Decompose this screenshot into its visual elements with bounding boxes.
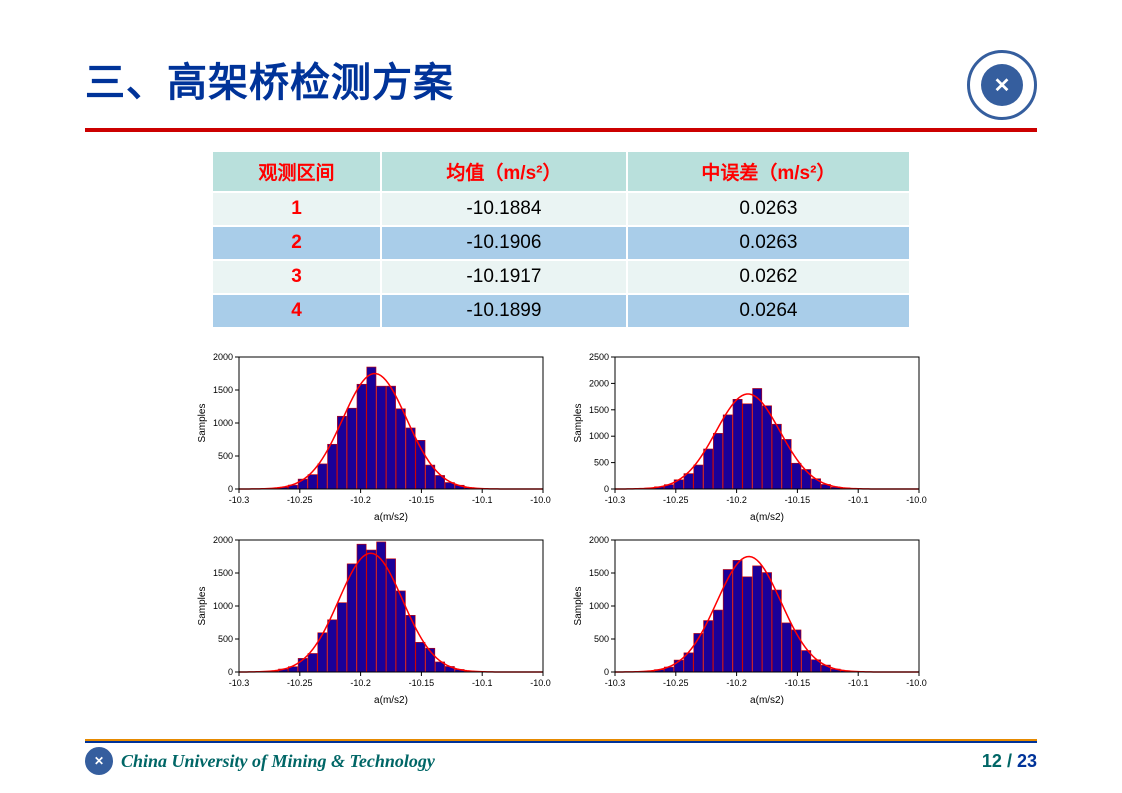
table-header-row: 观测区间 均值（m/s²） 中误差（m/s²）	[212, 151, 910, 192]
title-underline	[85, 128, 1037, 132]
histogram-chart: -10.3 -10.25 -10.2 -10.15 -10.1 -10.05 0 500 100…	[567, 349, 927, 524]
svg-text:500: 500	[218, 451, 233, 461]
svg-text:a(m/s2): a(m/s2)	[374, 695, 408, 706]
footer-university-name: China University of Mining & Technology	[121, 751, 435, 772]
svg-text:-10.3: -10.3	[605, 495, 626, 505]
table-row: 3-10.19170.0262	[212, 260, 910, 294]
svg-text:-10.15: -10.15	[785, 678, 811, 688]
svg-text:500: 500	[594, 458, 609, 468]
th-mean: 均值（m/s²）	[381, 151, 627, 192]
svg-text:-10.1: -10.1	[472, 678, 493, 688]
page-number: 12 / 23	[982, 751, 1037, 772]
histogram-chart: -10.3 -10.25 -10.2 -10.15 -10.1 -10.05 0 500 100…	[191, 532, 551, 707]
svg-text:2000: 2000	[213, 352, 233, 362]
svg-text:1000: 1000	[213, 601, 233, 611]
table-row: 2-10.19060.0263	[212, 226, 910, 260]
svg-text:-10.15: -10.15	[409, 678, 435, 688]
th-interval: 观测区间	[212, 151, 381, 192]
svg-text:500: 500	[218, 634, 233, 644]
svg-text:1500: 1500	[589, 568, 609, 578]
svg-text:-10.2: -10.2	[350, 678, 371, 688]
svg-text:0: 0	[228, 484, 233, 494]
svg-text:a(m/s2): a(m/s2)	[750, 512, 784, 523]
table-row: 1-10.18840.0263	[212, 192, 910, 226]
svg-text:-10.1: -10.1	[848, 678, 869, 688]
svg-text:-10.25: -10.25	[663, 678, 689, 688]
svg-text:-10.3: -10.3	[229, 678, 250, 688]
svg-text:-10.05: -10.05	[530, 678, 551, 688]
svg-text:-10.05: -10.05	[906, 678, 927, 688]
svg-text:a(m/s2): a(m/s2)	[374, 512, 408, 523]
svg-text:2000: 2000	[589, 535, 609, 545]
svg-text:2000: 2000	[213, 535, 233, 545]
svg-text:-10.2: -10.2	[350, 495, 371, 505]
histogram-grid: -10.3 -10.25 -10.2 -10.15 -10.1 -10.05 0 500 100…	[191, 349, 931, 707]
svg-text:-10.1: -10.1	[472, 495, 493, 505]
svg-text:a(m/s2): a(m/s2)	[750, 695, 784, 706]
histogram-chart: -10.3 -10.25 -10.2 -10.15 -10.1 -10.05 0 500 100…	[567, 532, 927, 707]
table-row: 4-10.18990.0264	[212, 294, 910, 328]
svg-text:-10.25: -10.25	[287, 495, 313, 505]
svg-text:0: 0	[604, 667, 609, 677]
svg-text:1500: 1500	[589, 405, 609, 415]
svg-text:-10.3: -10.3	[605, 678, 626, 688]
svg-text:1000: 1000	[213, 418, 233, 428]
histogram-chart: -10.3 -10.25 -10.2 -10.15 -10.1 -10.05 0 500 100…	[191, 349, 551, 524]
svg-text:-10.15: -10.15	[785, 495, 811, 505]
svg-text:1000: 1000	[589, 601, 609, 611]
svg-text:2500: 2500	[589, 352, 609, 362]
svg-text:Samples: Samples	[573, 404, 584, 443]
svg-text:-10.05: -10.05	[530, 495, 551, 505]
svg-text:1000: 1000	[589, 431, 609, 441]
svg-text:-10.05: -10.05	[906, 495, 927, 505]
svg-text:1500: 1500	[213, 385, 233, 395]
svg-text:-10.2: -10.2	[726, 678, 747, 688]
svg-text:Samples: Samples	[573, 587, 584, 626]
svg-text:-10.15: -10.15	[409, 495, 435, 505]
svg-text:0: 0	[604, 484, 609, 494]
svg-text:0: 0	[228, 667, 233, 677]
footer-divider	[85, 739, 1037, 743]
th-mse: 中误差（m/s²）	[627, 151, 910, 192]
svg-text:Samples: Samples	[197, 404, 208, 443]
university-logo: ✕	[967, 50, 1037, 120]
svg-text:Samples: Samples	[197, 587, 208, 626]
svg-text:-10.25: -10.25	[663, 495, 689, 505]
svg-text:-10.2: -10.2	[726, 495, 747, 505]
svg-text:-10.3: -10.3	[229, 495, 250, 505]
svg-text:500: 500	[594, 634, 609, 644]
slide-title: 三、高架桥检测方案	[85, 50, 454, 108]
svg-text:-10.1: -10.1	[848, 495, 869, 505]
svg-text:2000: 2000	[589, 378, 609, 388]
svg-text:-10.25: -10.25	[287, 678, 313, 688]
data-table: 观测区间 均值（m/s²） 中误差（m/s²） 1-10.18840.02632…	[211, 150, 911, 329]
footer-logo-icon: ✕	[85, 747, 113, 775]
svg-text:1500: 1500	[213, 568, 233, 578]
